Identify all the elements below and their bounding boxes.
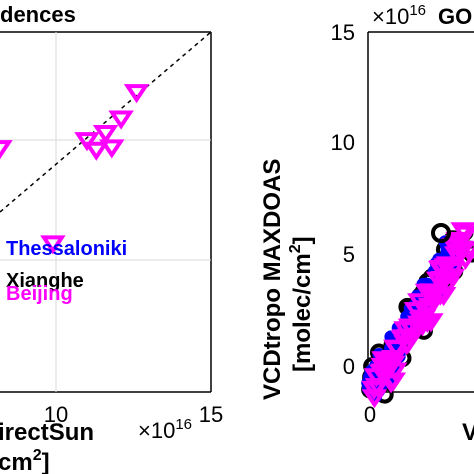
right-ytick-0: 0	[343, 354, 355, 379]
left-xlabel-close: ]	[42, 449, 50, 474]
right-ylabel-line1: VCDtropo MAXDOAS	[259, 159, 286, 400]
data-point-beijing-edge	[0, 140, 13, 160]
data-point-beijing-6	[99, 139, 125, 159]
data-point-xianghe-outlier	[431, 223, 451, 243]
data-point-beijing-4	[83, 141, 110, 161]
right-y-multiplier: ×1016	[372, 2, 426, 29]
right-ylabel-sup: 2	[287, 244, 304, 253]
data-point-beijing-58	[383, 340, 409, 360]
data-point-beijing-64	[432, 279, 459, 299]
right-y-multiplier-exp: 16	[409, 2, 426, 19]
right-ytick-5: 5	[343, 242, 355, 267]
right-ylabel-line2: [molec/cm2]	[287, 236, 316, 372]
data-point-beijing-3	[74, 132, 100, 152]
left-xlabel-sup: 2	[33, 447, 42, 464]
right-ylabel-close: ]	[289, 236, 316, 244]
left-x-multiplier-base: ×10	[138, 418, 175, 443]
right-ylabel-unit: [molec/cm	[289, 253, 316, 372]
data-point-beijing-65	[445, 235, 471, 255]
left-x-multiplier: ×1016	[138, 416, 192, 443]
data-point-beijing-67	[439, 262, 465, 282]
left-xtick-15: 15	[199, 402, 223, 427]
legend-beijing-label: Beijing	[6, 283, 73, 305]
right-title: GO	[438, 4, 472, 29]
data-point-beijing-63	[391, 329, 418, 349]
right-ytick-15: 15	[331, 20, 355, 45]
data-point-beijing-53	[397, 318, 424, 338]
data-point-beijing-47	[452, 225, 474, 245]
data-point-beijing-2	[40, 235, 66, 255]
data-point-beijing-66	[380, 372, 407, 392]
legend-beijing: Beijing	[6, 283, 73, 305]
data-point-beijing-5	[92, 124, 119, 145]
right-xtick-0: 0	[364, 402, 376, 427]
left-xtick-10: 10	[44, 402, 68, 427]
data-point-beijing-69	[409, 317, 436, 337]
data-point-beijing-54	[379, 355, 406, 375]
data-point-beijing-8	[108, 110, 134, 130]
left-xlabel-line1: irectSun	[0, 419, 94, 446]
right-y-multiplier-base: ×10	[372, 4, 409, 29]
left-xlabel-line2: cm2]	[0, 447, 50, 474]
right-chart: ×1016 GO 15 10 5 0 0 VCDtropo MAXDOAS [m…	[259, 2, 474, 446]
left-xlabel-unit: cm	[0, 449, 33, 474]
right-ylabel: VCDtropo MAXDOAS [molec/cm2]	[259, 159, 316, 400]
left-chart: dences Thessaloniki Xianghe Beijing 10 1…	[0, 2, 223, 474]
data-point-beijing-57	[364, 378, 391, 398]
left-x-multiplier-exp: 16	[175, 416, 192, 433]
one-to-one-line	[0, 31, 212, 213]
left-title: dences	[0, 2, 76, 27]
data-point-beijing-7	[123, 84, 150, 104]
right-ytick-10: 10	[331, 130, 355, 155]
data-point-beijing-56	[418, 313, 444, 333]
legend-thessaloniki: Thessaloniki	[6, 238, 127, 260]
legend-xianghe: Xianghe	[6, 270, 84, 292]
data-point-beijing-68	[403, 302, 430, 322]
right-xlabel: V	[462, 419, 474, 446]
